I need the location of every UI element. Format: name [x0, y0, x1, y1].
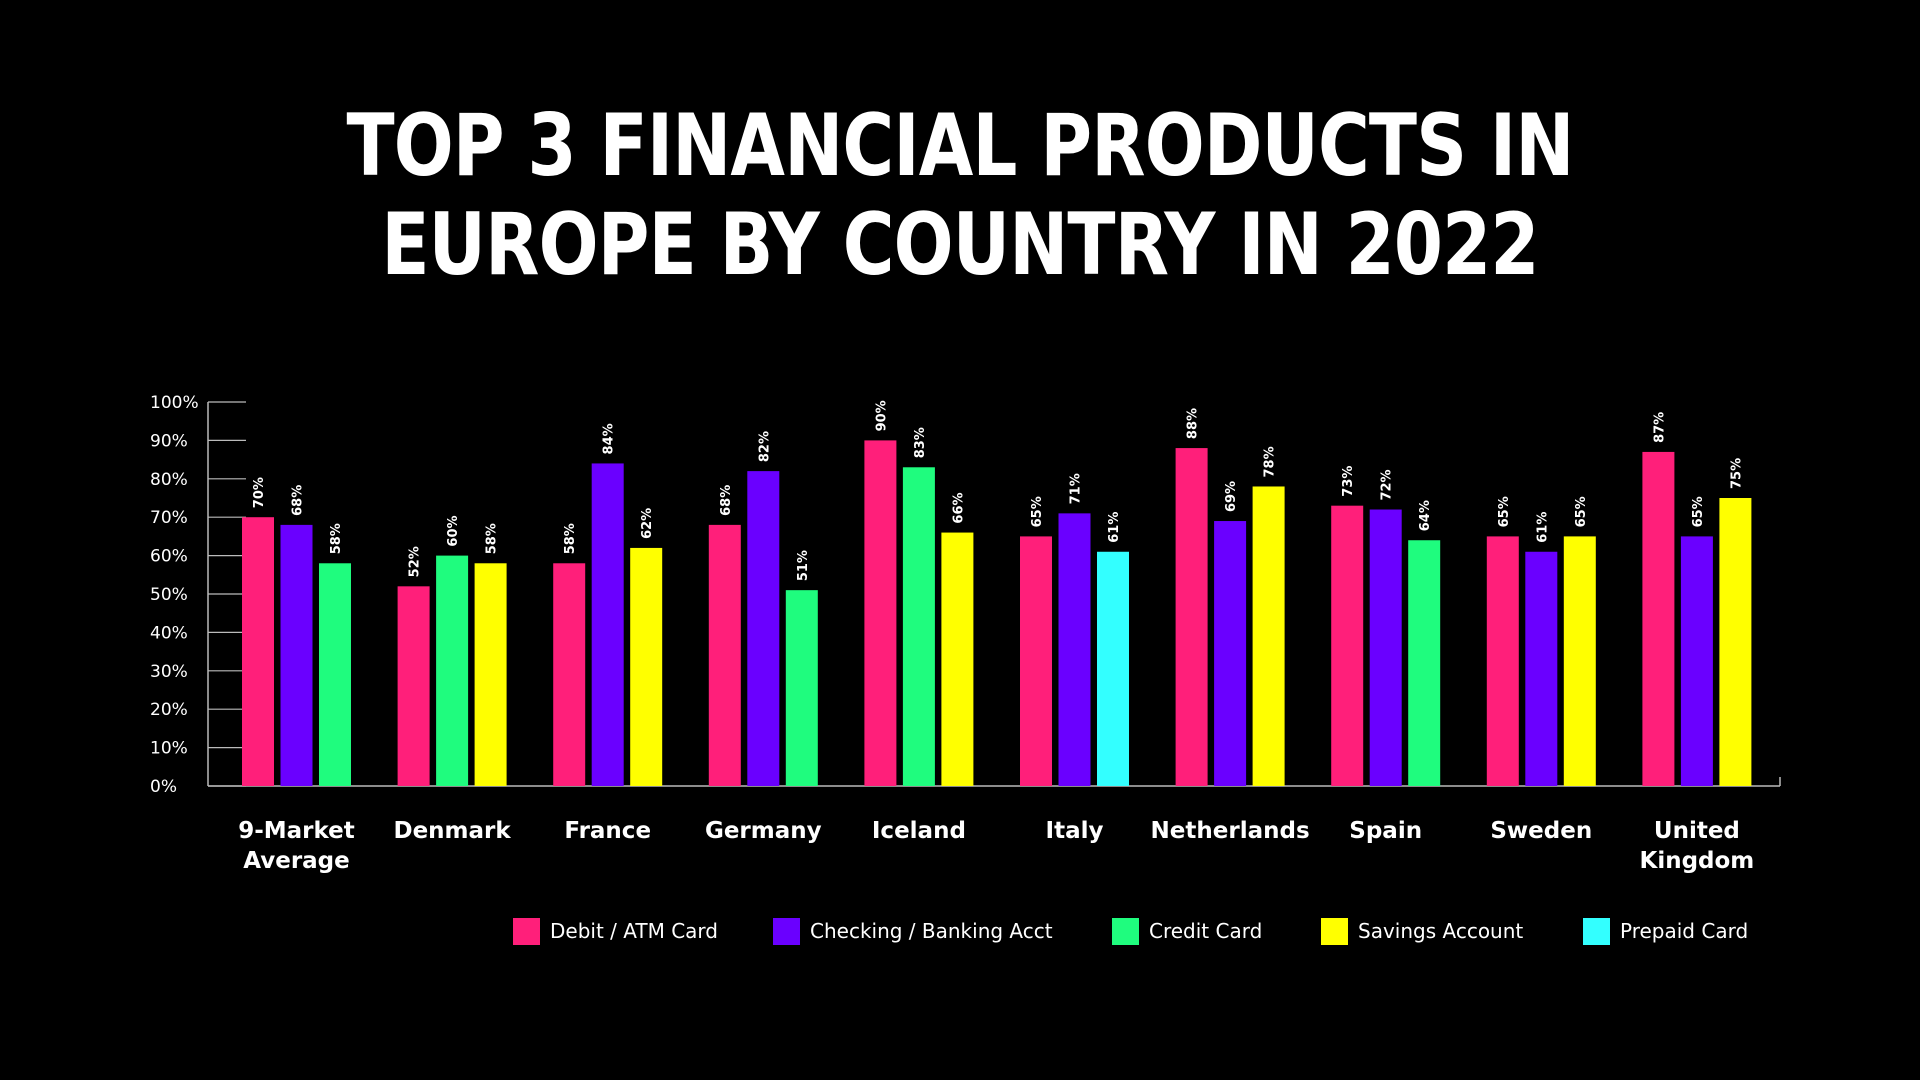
bar-value-label: 70%	[252, 477, 267, 508]
bar-checking-banking-acct	[1369, 509, 1402, 786]
bar-value-label: 75%	[1729, 458, 1744, 489]
bar-debit-atm-card	[708, 524, 741, 786]
x-category-label: Germany	[705, 818, 822, 844]
x-category-label: 9-Market Average	[238, 818, 355, 874]
y-tick-label: 10%	[150, 739, 188, 759]
y-tick-label: 100%	[150, 393, 199, 413]
y-tick-label: 90%	[150, 431, 188, 451]
bar-checking-banking-acct	[1680, 536, 1713, 786]
bar-debit-atm-card	[1486, 536, 1519, 786]
bar-debit-atm-card	[397, 586, 430, 786]
bar-value-label: 73%	[1341, 466, 1356, 497]
bar-debit-atm-card	[242, 517, 274, 786]
bar-value-label: 69%	[1224, 481, 1239, 512]
bar-value-label: 65%	[1030, 496, 1045, 527]
bar-savings-account	[474, 563, 507, 786]
legend-swatch-savings-account	[1321, 917, 1348, 945]
bar-checking-banking-acct	[1058, 513, 1091, 786]
bar-value-label: 52%	[408, 546, 423, 577]
bar-checking-banking-acct	[591, 463, 624, 786]
bar-checking-banking-acct	[1214, 521, 1247, 786]
bar-value-label: 58%	[485, 523, 500, 554]
bar-debit-atm-card	[864, 440, 897, 786]
legend-label-checking-banking-acct: Checking / Banking Acct	[810, 919, 1053, 943]
bar-credit-card	[902, 467, 935, 786]
bar-value-label: 68%	[719, 485, 734, 516]
y-tick-label: 30%	[150, 662, 188, 682]
bar-debit-atm-card	[1175, 448, 1208, 786]
bar-value-label: 82%	[757, 431, 772, 462]
bar-debit-atm-card	[1331, 505, 1364, 786]
legend-item-prepaid-card: Prepaid Card	[1583, 916, 1748, 946]
bar-value-label: 58%	[563, 523, 578, 554]
legend-swatch-credit-card	[1112, 917, 1139, 945]
x-category-label: Spain	[1349, 818, 1422, 844]
bar-debit-atm-card	[553, 563, 586, 786]
y-tick-label: 80%	[150, 470, 188, 490]
bar-value-label: 51%	[796, 550, 811, 581]
y-tick-label: 0%	[150, 777, 177, 797]
bar-credit-card	[436, 555, 469, 786]
bar-prepaid-card	[1097, 551, 1129, 786]
bar-value-label: 62%	[640, 508, 655, 539]
bar-value-label: 58%	[329, 523, 344, 554]
y-tick-label: 20%	[150, 700, 188, 720]
bar-debit-atm-card	[1642, 451, 1675, 786]
legend-label-savings-account: Savings Account	[1358, 919, 1524, 943]
x-category-label: Sweden	[1490, 818, 1592, 844]
bar-savings-account	[1563, 536, 1596, 786]
bar-savings-account	[941, 532, 974, 786]
legend-item-savings-account: Savings Account	[1321, 916, 1523, 946]
bar-savings-account	[1252, 486, 1285, 786]
x-category-label: Iceland	[872, 818, 966, 844]
bar-value-label: 61%	[1535, 512, 1550, 543]
bar-checking-banking-acct	[747, 471, 780, 786]
y-tick-label: 70%	[150, 508, 188, 528]
y-tick-label: 60%	[150, 547, 188, 567]
chart-title-line-1: TOP 3 FINANCIAL PRODUCTS IN	[346, 96, 1574, 196]
bar-credit-card	[319, 563, 351, 786]
bar-value-label: 87%	[1652, 412, 1667, 443]
legend-swatch-checking-banking-acct	[773, 917, 800, 945]
bar-value-label: 66%	[951, 492, 966, 523]
bar-value-label: 68%	[291, 485, 306, 516]
legend-item-checking-banking-acct: Checking / Banking Acct	[773, 916, 1053, 946]
bar-value-label: 90%	[874, 400, 889, 431]
bar-value-label: 88%	[1186, 408, 1201, 439]
legend-swatch-prepaid-card	[1583, 917, 1610, 945]
legend-item-debit-atm-card: Debit / ATM Card	[513, 916, 718, 946]
bar-value-label: 84%	[602, 423, 617, 454]
bar-value-label: 72%	[1380, 469, 1395, 500]
y-tick-label: 50%	[150, 585, 188, 605]
bar-value-label: 60%	[446, 515, 461, 546]
legend-swatch-debit-atm-card	[513, 917, 540, 945]
legend-label-debit-atm-card: Debit / ATM Card	[550, 919, 718, 943]
bar-checking-banking-acct	[280, 524, 313, 786]
bar-value-label: 64%	[1418, 500, 1433, 531]
bar-value-label: 65%	[1497, 496, 1512, 527]
x-category-label: Italy	[1046, 818, 1104, 844]
chart-title-line-2: EUROPE BY COUNTRY IN 2022	[381, 195, 1539, 295]
bar-value-label: 83%	[913, 427, 928, 458]
bar-checking-banking-acct	[1525, 551, 1558, 786]
legend-label-prepaid-card: Prepaid Card	[1620, 919, 1749, 943]
bar-value-label: 65%	[1691, 496, 1706, 527]
bar-value-label: 71%	[1069, 473, 1084, 504]
x-category-label: Netherlands	[1151, 818, 1310, 844]
legend-item-credit-card: Credit Card	[1112, 916, 1262, 946]
bar-credit-card	[785, 590, 818, 786]
x-category-label: France	[564, 818, 651, 844]
bar-value-label: 65%	[1574, 496, 1589, 527]
bar-value-label: 61%	[1107, 512, 1122, 543]
x-category-label: Denmark	[393, 818, 511, 844]
bar-value-label: 78%	[1263, 446, 1278, 477]
y-tick-label: 40%	[150, 623, 188, 643]
bar-savings-account	[630, 547, 663, 786]
bar-savings-account	[1719, 498, 1752, 786]
legend-label-credit-card: Credit Card	[1149, 919, 1263, 943]
bar-debit-atm-card	[1020, 536, 1052, 786]
bar-credit-card	[1408, 540, 1441, 786]
x-category-label: United Kingdom	[1640, 818, 1755, 874]
